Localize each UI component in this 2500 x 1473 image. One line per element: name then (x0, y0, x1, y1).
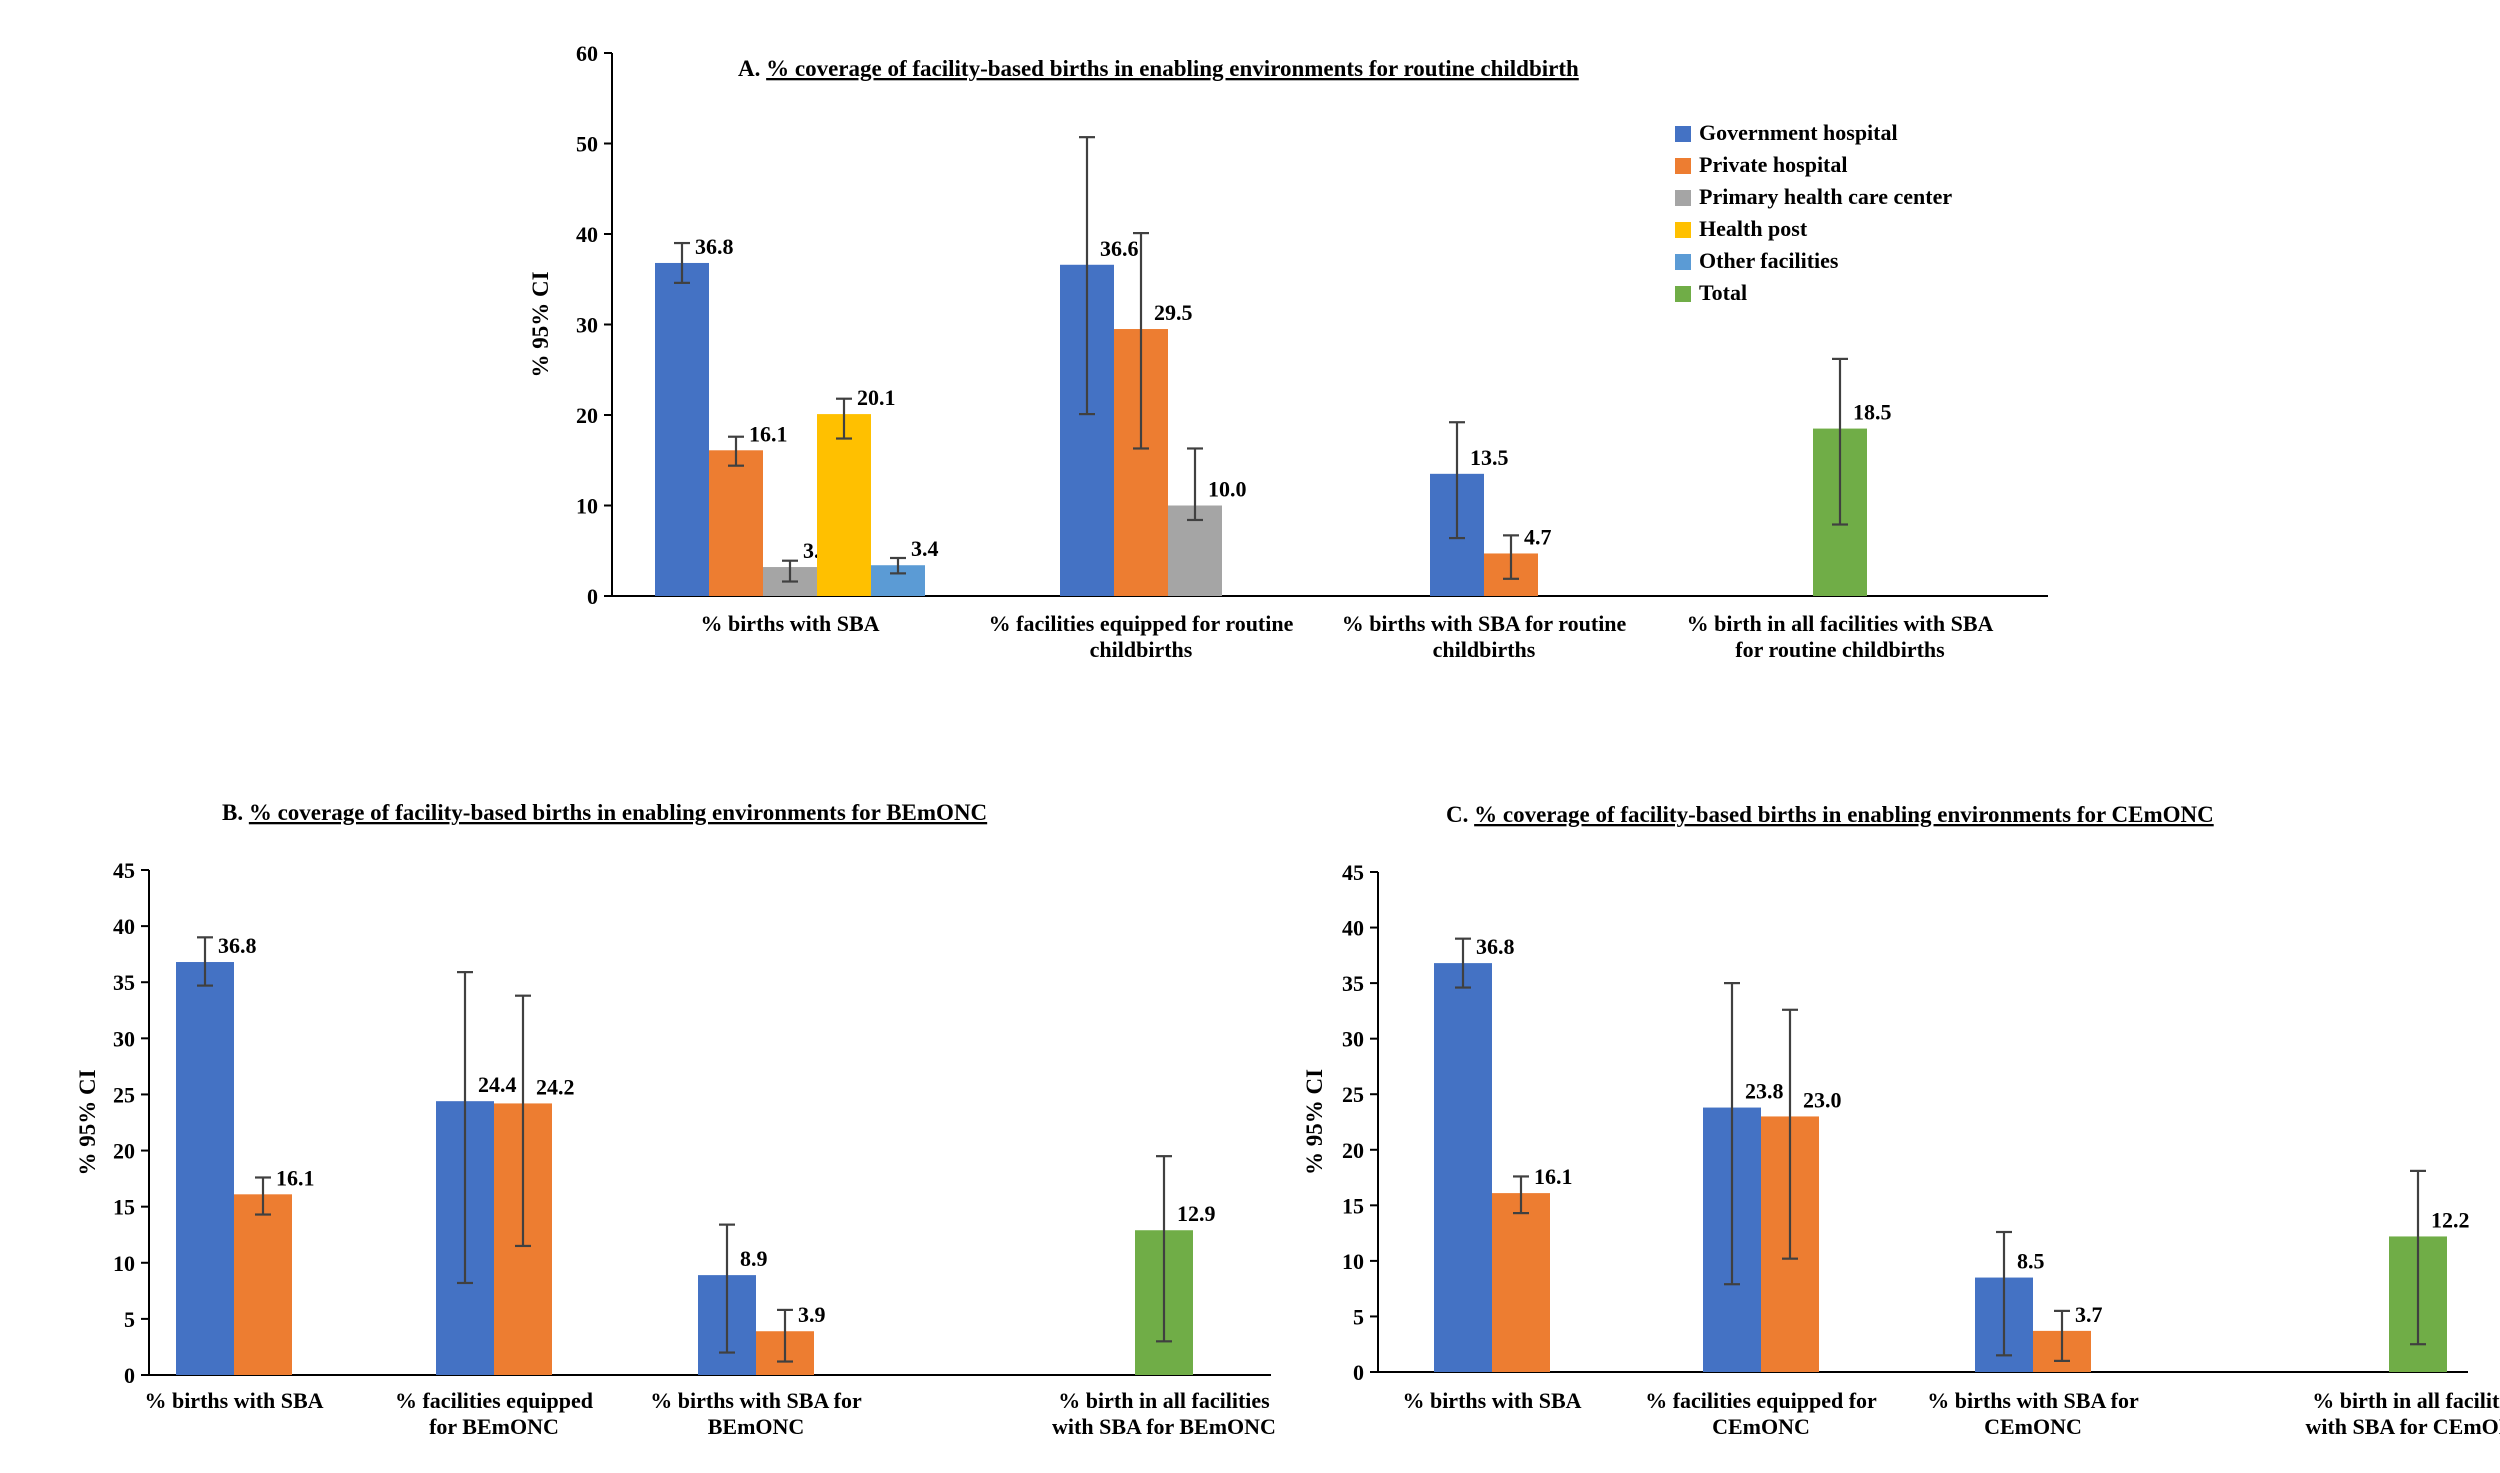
y-tick-label: 0 (124, 1363, 135, 1388)
y-tick-label: 40 (576, 222, 598, 247)
x-category-label: % births with SBA (144, 1388, 323, 1413)
data-label: 8.9 (740, 1246, 768, 1271)
legend-swatch-health_post (1675, 222, 1691, 238)
data-label: 12.2 (2431, 1207, 2470, 1232)
data-label: 20.1 (857, 385, 896, 410)
y-tick-label: 50 (576, 132, 598, 157)
data-label: 8.5 (2017, 1249, 2045, 1274)
y-tick-label: 10 (1342, 1249, 1364, 1274)
data-label: 3.7 (2075, 1302, 2103, 1327)
y-axis-label: % 95% CI (528, 271, 553, 377)
x-category-label: % births with SBA (700, 611, 879, 636)
data-label: 3.9 (798, 1302, 826, 1327)
bar-private (234, 1194, 292, 1375)
data-label: 36.8 (1476, 934, 1515, 959)
y-tick-label: 0 (1353, 1360, 1364, 1385)
bar-private (709, 450, 763, 596)
y-axis-label: % 95% CI (75, 1069, 100, 1175)
x-category-label: % births with SBA for BEmONC (650, 1388, 862, 1439)
y-tick-label: 45 (1342, 860, 1364, 885)
y-tick-label: 30 (113, 1026, 135, 1051)
data-label: 29.5 (1154, 300, 1193, 325)
bar-government (176, 962, 234, 1375)
y-tick-label: 40 (113, 914, 135, 939)
chart-panel-c: C. % coverage of facility-based births i… (1302, 802, 2500, 1439)
data-label: 12.9 (1177, 1201, 1216, 1226)
chart-panel-a: A. % coverage of facility-based births i… (528, 41, 2048, 662)
y-tick-label: 10 (113, 1251, 135, 1276)
legend-label-private: Private hospital (1699, 152, 1848, 177)
legend-label-phc: Primary health care center (1699, 184, 1952, 209)
y-tick-label: 10 (576, 494, 598, 519)
data-label: 24.2 (536, 1074, 575, 1099)
x-category-label: % births with SBA for CEmONC (1927, 1388, 2139, 1439)
data-label: 36.8 (695, 234, 734, 259)
data-label: 24.4 (478, 1072, 517, 1097)
bar-health_post (817, 414, 871, 596)
legend-swatch-phc (1675, 190, 1691, 206)
y-tick-label: 30 (1342, 1027, 1364, 1052)
data-label: 16.1 (749, 421, 788, 446)
x-category-label: % birth in all facilities with SBA for ro… (1687, 611, 1994, 662)
y-tick-label: 45 (113, 858, 135, 883)
y-tick-label: 5 (124, 1307, 135, 1332)
y-tick-label: 15 (1342, 1193, 1364, 1218)
y-tick-label: 20 (576, 403, 598, 428)
legend-label-other: Other facilities (1699, 248, 1839, 273)
x-category-label: % births with SBA for routine childbirths (1342, 611, 1627, 662)
data-label: 23.0 (1803, 1087, 1842, 1112)
legend-label-total: Total (1699, 280, 1747, 305)
x-category-label: % facilities equipped for routine childbi… (989, 611, 1294, 662)
y-axis-label: % 95% CI (1302, 1069, 1327, 1175)
data-label: 4.7 (1524, 524, 1552, 549)
legend-swatch-private (1675, 158, 1691, 174)
legend-swatch-government (1675, 126, 1691, 142)
y-tick-label: 25 (1342, 1082, 1364, 1107)
x-category-label: % facilities equipped for BEmONC (395, 1388, 593, 1439)
y-tick-label: 20 (113, 1139, 135, 1164)
bar-private (1492, 1193, 1550, 1372)
data-label: 16.1 (276, 1165, 315, 1190)
y-tick-label: 35 (113, 970, 135, 995)
data-label: 36.8 (218, 933, 257, 958)
x-category-label: % facilities equipped for CEmONC (1645, 1388, 1877, 1439)
bar-government (655, 262, 709, 596)
y-tick-label: 15 (113, 1195, 135, 1220)
chart-title-a: A. % coverage of facility-based births i… (738, 56, 1579, 81)
chart-title-c: C. % coverage of facility-based births i… (1446, 802, 2214, 827)
data-label: 36.6 (1100, 236, 1139, 261)
legend-swatch-other (1675, 254, 1691, 270)
data-label: 10.0 (1208, 477, 1247, 502)
chart-panel-b: B. % coverage of facility-based births i… (75, 800, 1276, 1439)
y-tick-label: 40 (1342, 916, 1364, 941)
y-tick-label: 35 (1342, 971, 1364, 996)
bar-government (1434, 963, 1492, 1372)
legend: Government hospital Private hospital Prima… (1675, 120, 1952, 305)
y-tick-label: 25 (113, 1082, 135, 1107)
chart-title-b: B. % coverage of facility-based births i… (222, 800, 987, 825)
y-tick-label: 60 (576, 41, 598, 66)
data-label: 13.5 (1470, 445, 1509, 470)
data-label: 16.1 (1534, 1164, 1573, 1189)
y-tick-label: 30 (576, 313, 598, 338)
legend-label-government: Government hospital (1699, 120, 1898, 145)
x-category-label: % births with SBA (1402, 1388, 1581, 1413)
x-category-label: % birth in all facilities with SBA for BE… (1052, 1388, 1276, 1439)
y-tick-label: 0 (587, 584, 598, 609)
y-tick-label: 20 (1342, 1138, 1364, 1163)
data-label: 18.5 (1853, 400, 1892, 425)
data-label: 23.8 (1745, 1079, 1784, 1104)
legend-swatch-total (1675, 286, 1691, 302)
legend-label-health_post: Health post (1699, 216, 1808, 241)
y-tick-label: 5 (1353, 1304, 1364, 1329)
data-label: 3.4 (911, 536, 939, 561)
